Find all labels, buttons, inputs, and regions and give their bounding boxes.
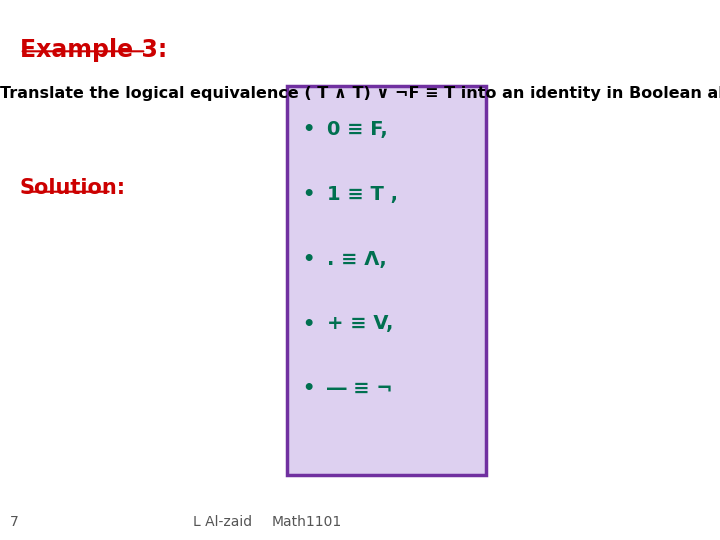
Text: Translate the logical equivalence ( T ∧ T) ∨ ¬F ≡ T into an identity in Boolean : Translate the logical equivalence ( T ∧ … (0, 86, 720, 102)
Text: . ≡ Λ,: . ≡ Λ, (327, 249, 387, 269)
Text: Math1101: Math1101 (272, 515, 342, 529)
FancyBboxPatch shape (287, 86, 485, 475)
Text: Solution:: Solution: (20, 178, 126, 198)
Text: •: • (302, 120, 315, 139)
Text: L Al-zaid: L Al-zaid (194, 515, 253, 529)
Text: 0 ≡ F,: 0 ≡ F, (327, 120, 388, 139)
Text: Example 3:: Example 3: (20, 38, 167, 62)
Text: 7: 7 (10, 515, 19, 529)
Text: 1 ≡ T ,: 1 ≡ T , (327, 185, 398, 204)
Text: •: • (302, 185, 315, 204)
Text: •: • (302, 314, 315, 334)
Text: •: • (302, 379, 315, 399)
Text: ― ≡ ¬: ― ≡ ¬ (327, 379, 393, 399)
Text: •: • (302, 249, 315, 269)
Text: + ≡ V,: + ≡ V, (327, 314, 393, 334)
